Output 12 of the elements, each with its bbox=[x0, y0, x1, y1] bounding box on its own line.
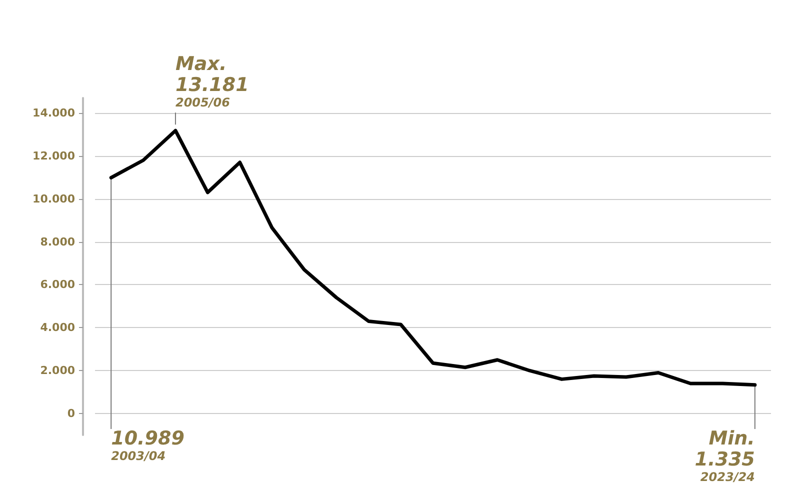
y-tick-label: 8.000 bbox=[40, 235, 76, 248]
y-tick-label: 4.000 bbox=[40, 321, 76, 334]
annotation: 10.989 2003/04 bbox=[111, 428, 184, 463]
line-series bbox=[109, 128, 757, 387]
y-tick-label: 0 bbox=[67, 407, 76, 420]
y-tick-label: 2.000 bbox=[40, 364, 76, 378]
y-tick-label: 14.000 bbox=[32, 106, 76, 120]
y-tick-label: 6.000 bbox=[40, 278, 76, 292]
y-tick-label: 12.000 bbox=[32, 149, 76, 162]
annotation: Max. 13.181 2005/06 bbox=[175, 53, 249, 110]
annotation: Min. 1.335 2023/24 bbox=[694, 428, 755, 484]
y-tick-label: 10.000 bbox=[32, 192, 76, 206]
